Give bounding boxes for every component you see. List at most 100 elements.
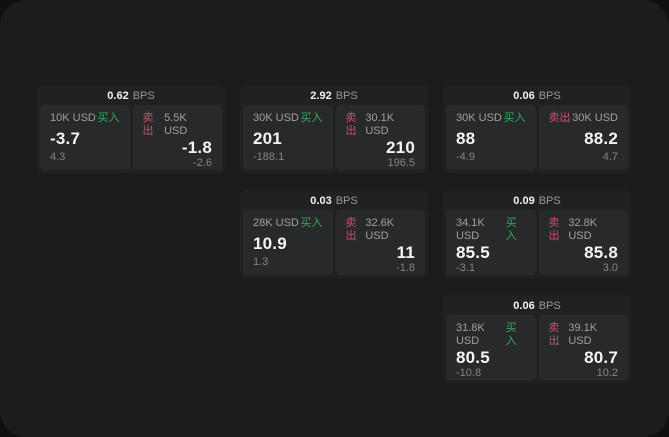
sell-delta: -1.8 (396, 262, 415, 274)
buy-amount: 28K USD (253, 217, 299, 229)
buy-panel[interactable]: 30K USD 买入 201 -188.1 (243, 105, 333, 170)
buy-price: 85.5 (456, 243, 490, 262)
buy-price: 88 (456, 128, 476, 148)
buy-panel-top: 30K USD 买入 (456, 112, 526, 125)
bps-value: 0.03 (310, 195, 332, 207)
quote-panels: 31.8K USD 买入 80.5 -10.8 卖出 39.1K USD 80.… (446, 315, 628, 380)
bps-value: 0.09 (513, 195, 535, 207)
sell-price: 88.2 (584, 128, 618, 148)
sell-panel[interactable]: 卖出 39.1K USD 80.7 10.2 (538, 315, 628, 380)
bps-value: 0.06 (513, 300, 535, 312)
buy-panel[interactable]: 31.8K USD 买入 80.5 -10.8 (446, 315, 536, 380)
buy-price: 10.9 (253, 233, 287, 253)
bps-unit-label: BPS (335, 195, 358, 207)
quote-panels: 30K USD 买入 88 -4.9 卖出 30K USD 88.2 4.7 (446, 105, 628, 170)
buy-price: 201 (253, 128, 282, 148)
sell-label: 卖出 (548, 322, 560, 347)
sell-panel-top: 卖出 32.6K USD (346, 217, 416, 243)
quote-card: 0.62 BPS 10K USD 买入 -3.7 4.3 卖出 5.5K USD (37, 85, 225, 173)
buy-panel-top: 34.1K USD 买入 (456, 217, 526, 243)
bps-header: 0.06 BPS (446, 298, 628, 315)
sell-delta: -2.6 (193, 157, 212, 169)
sell-panel[interactable]: 卖出 30K USD 88.2 4.7 (538, 105, 628, 170)
buy-panel[interactable]: 28K USD 买入 10.9 1.3 (243, 210, 333, 275)
quote-card-grid: 0.62 BPS 10K USD 买入 -3.7 4.3 卖出 5.5K USD (37, 85, 631, 383)
quote-panels: 10K USD 买入 -3.7 4.3 卖出 5.5K USD -1.8 -2.… (40, 105, 222, 170)
sell-price: 85.8 (584, 243, 618, 262)
sell-delta: 4.7 (602, 151, 618, 163)
sell-panel-top: 卖出 5.5K USD (143, 112, 213, 138)
buy-amount: 30K USD (253, 112, 299, 124)
buy-price: -3.7 (50, 128, 81, 148)
buy-price: 80.5 (456, 348, 490, 367)
sell-amount: 32.8K USD (568, 217, 598, 242)
buy-delta: -3.1 (456, 262, 475, 274)
buy-label: 买入 (505, 217, 517, 242)
bps-unit-label: BPS (538, 300, 561, 312)
sell-panel[interactable]: 卖出 32.6K USD 11 -1.8 (335, 210, 425, 275)
buy-delta: -4.9 (456, 151, 475, 163)
bps-unit-label: BPS (538, 195, 561, 207)
buy-label: 买入 (503, 112, 526, 124)
quote-panels: 30K USD 买入 201 -188.1 卖出 30.1K USD 210 1… (243, 105, 425, 170)
sell-panel-top: 卖出 39.1K USD (549, 322, 619, 348)
sell-label: 卖出 (142, 112, 154, 137)
buy-panel-top: 28K USD 买入 (253, 217, 323, 230)
buy-panel-top: 30K USD 买入 (253, 112, 323, 125)
bps-value: 0.62 (107, 90, 129, 102)
quote-panels: 34.1K USD 买入 85.5 -3.1 卖出 32.8K USD 85.8… (446, 210, 628, 275)
sell-panel[interactable]: 卖出 30.1K USD 210 196.5 (335, 105, 425, 170)
sell-panel-top: 卖出 30.1K USD (346, 112, 416, 138)
sell-price: 80.7 (584, 348, 618, 367)
buy-panel-top: 31.8K USD 买入 (456, 322, 526, 348)
bps-value: 0.06 (513, 90, 535, 102)
bps-unit-label: BPS (132, 90, 155, 102)
sell-amount: 30K USD (572, 112, 618, 124)
buy-label: 买入 (505, 322, 517, 347)
buy-amount: 34.1K USD (456, 217, 485, 242)
bps-header: 0.03 BPS (243, 193, 425, 210)
bps-unit-label: BPS (538, 90, 561, 102)
buy-label: 买入 (300, 112, 323, 124)
bps-value: 2.92 (310, 90, 332, 102)
buy-amount: 31.8K USD (456, 322, 485, 347)
buy-panel[interactable]: 10K USD 买入 -3.7 4.3 (40, 105, 130, 170)
sell-panel-top: 卖出 32.8K USD (549, 217, 619, 243)
sell-delta: 196.5 (387, 157, 415, 169)
buy-label: 买入 (97, 112, 120, 124)
quote-card: 0.09 BPS 34.1K USD 买入 85.5 -3.1 卖出 32.8K… (443, 190, 631, 278)
buy-panel-top: 10K USD 买入 (50, 112, 120, 125)
sell-amount: 32.6K USD (365, 217, 395, 242)
bps-header: 0.62 BPS (40, 88, 222, 105)
sell-amount: 5.5K USD (164, 112, 188, 137)
sell-label: 卖出 (548, 217, 560, 242)
sell-panel[interactable]: 卖出 32.8K USD 85.8 3.0 (538, 210, 628, 275)
sell-price: -1.8 (181, 138, 212, 157)
bps-header: 0.09 BPS (446, 193, 628, 210)
quote-card: 0.03 BPS 28K USD 买入 10.9 1.3 卖出 32.6K US… (240, 190, 428, 278)
buy-label: 买入 (300, 217, 323, 229)
quote-card: 0.06 BPS 30K USD 买入 88 -4.9 卖出 30K USD (443, 85, 631, 173)
buy-delta: -188.1 (253, 151, 285, 163)
sell-amount: 30.1K USD (365, 112, 395, 137)
buy-delta: 4.3 (50, 151, 66, 163)
quote-panels: 28K USD 买入 10.9 1.3 卖出 32.6K USD 11 -1.8 (243, 210, 425, 275)
buy-amount: 30K USD (456, 112, 502, 124)
sell-amount: 39.1K USD (568, 322, 598, 347)
buy-panel[interactable]: 34.1K USD 买入 85.5 -3.1 (446, 210, 536, 275)
buy-delta: 1.3 (253, 256, 269, 268)
buy-panel[interactable]: 30K USD 买入 88 -4.9 (446, 105, 536, 170)
buy-delta: -10.8 (456, 367, 482, 379)
sell-price: 11 (396, 243, 415, 262)
sell-delta: 10.2 (596, 367, 618, 379)
sell-panel[interactable]: 卖出 5.5K USD -1.8 -2.6 (132, 105, 222, 170)
sell-panel-top: 卖出 30K USD (549, 112, 619, 125)
sell-price: 210 (386, 138, 415, 157)
sell-label: 卖出 (548, 112, 571, 124)
quote-card: 0.06 BPS 31.8K USD 买入 80.5 -10.8 卖出 39.1… (443, 295, 631, 383)
bps-header: 0.06 BPS (446, 88, 628, 105)
bps-unit-label: BPS (335, 90, 358, 102)
sell-label: 卖出 (345, 217, 357, 242)
bps-header: 2.92 BPS (243, 88, 425, 105)
